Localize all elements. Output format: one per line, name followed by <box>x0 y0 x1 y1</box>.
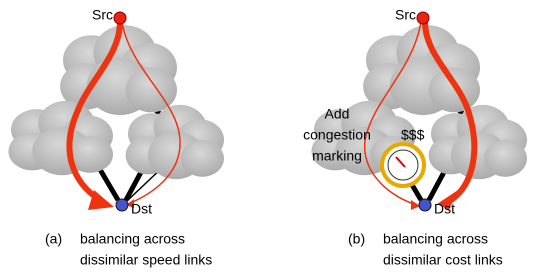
caption: dissimilar speed links <box>80 252 212 268</box>
panel: Src Dst (a) balancing across dissimilar spee… <box>8 7 224 268</box>
caption-label: (b) <box>348 231 365 247</box>
src-label: Src <box>92 7 113 23</box>
caption-label: (a) <box>45 231 62 247</box>
dst-label: Dst <box>131 201 152 217</box>
annotation: Add <box>325 106 350 122</box>
cloud <box>8 101 113 175</box>
src-node <box>417 12 429 24</box>
cloud <box>126 105 224 179</box>
dst-node <box>419 199 431 211</box>
caption: balancing across <box>80 231 185 247</box>
cloud-puff <box>181 140 224 177</box>
cloud-puff <box>484 140 527 177</box>
annotation: marking <box>312 148 362 164</box>
dst-node <box>116 199 128 211</box>
cloud-puff <box>126 68 177 113</box>
price: $$$ <box>401 127 425 143</box>
cloud-puff <box>429 68 480 113</box>
caption: dissimilar cost links <box>383 252 503 268</box>
dst-label: Dst <box>434 201 455 217</box>
cloud <box>429 105 527 179</box>
diagram: Src Dst (a) balancing across dissimilar spee… <box>0 0 549 272</box>
src-node <box>114 12 126 24</box>
annotation: congestion <box>303 127 371 143</box>
src-label: Src <box>395 7 416 23</box>
caption: balancing across <box>383 231 488 247</box>
panel: $$$ Add congestion marking Src Dst (b) balancin… <box>303 7 527 268</box>
